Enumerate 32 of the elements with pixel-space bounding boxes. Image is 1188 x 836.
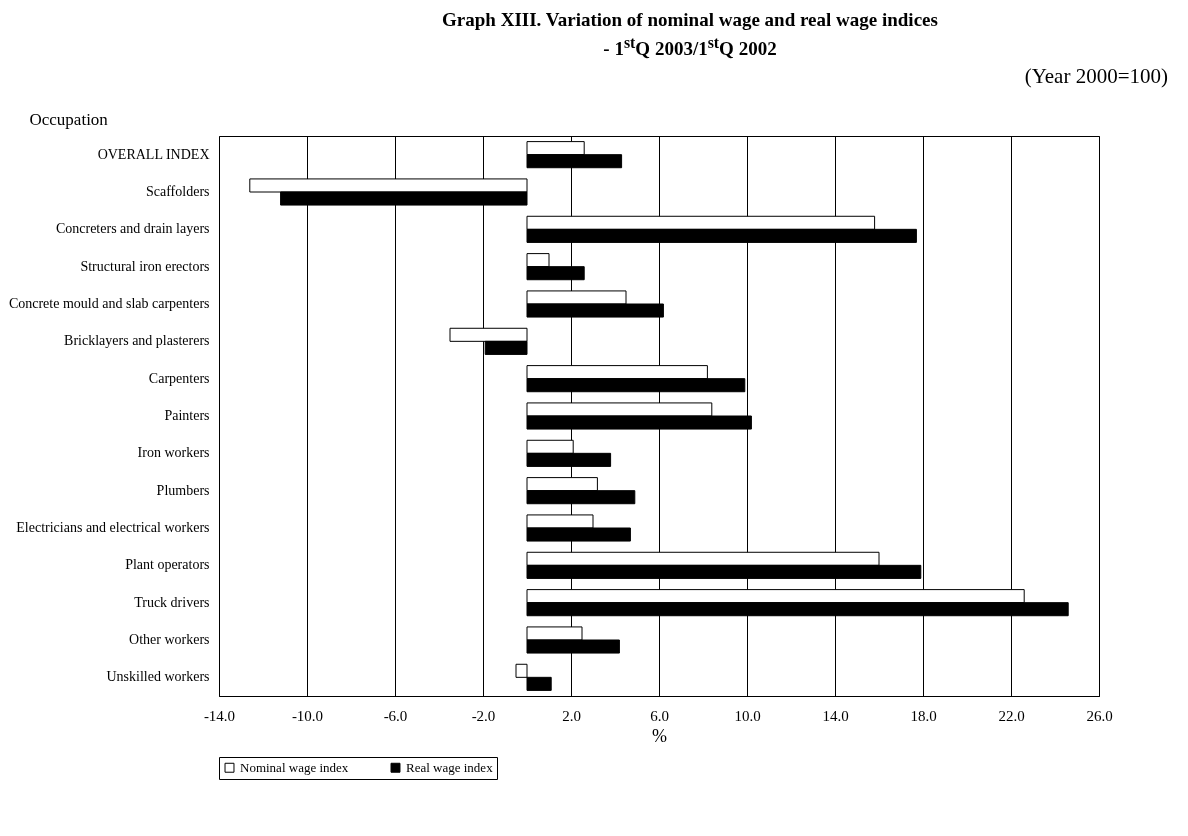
y-tick-label: Carpenters: [148, 370, 210, 386]
x-tick-label: 26.0: [1086, 707, 1113, 724]
y-tick-label: Electricians and electrical workers: [16, 520, 210, 535]
x-tick-label: 6.0: [650, 707, 669, 724]
y-tick-label: Concreters and drain layers: [55, 221, 210, 237]
x-tick-label: -10.0: [291, 707, 324, 724]
legend-label: Nominal wage index: [240, 759, 349, 775]
x-tick-label: 10.0: [734, 707, 761, 724]
y-tick-label: Iron workers: [137, 445, 210, 461]
y-tick-label: Plumbers: [156, 482, 210, 498]
x-tick-label: -6.0: [383, 707, 408, 724]
x-tick-label: -2.0: [471, 707, 496, 724]
y-tick-label: Truck drivers: [134, 594, 210, 610]
x-tick-label: 22.0: [998, 707, 1025, 724]
y-axis-title: Occupation: [29, 109, 109, 129]
x-axis-title: %: [652, 725, 667, 746]
y-tick-label: OVERALL INDEX: [97, 146, 210, 162]
chart-title: Graph XIII. Variation of nominal wage and real wage indices - 1$^{st}$Q 2003/1$^{st}$Q 2002: [441, 8, 939, 61]
x-tick-label: 2.0: [562, 707, 581, 724]
y-tick-label: Unskilled workers: [106, 669, 210, 685]
y-tick-label: Concrete mould and slab carpenters: [8, 296, 210, 311]
text: (Year 2000=100): [1024, 64, 1168, 89]
y-tick-label: Painters: [164, 408, 210, 423]
y-tick-label: Scaffolders: [146, 184, 210, 199]
x-tick-label: 18.0: [910, 707, 937, 724]
y-tick-label: Plant operators: [125, 557, 210, 573]
x-tick-label: -14.0: [203, 707, 236, 724]
y-tick-label: Bricklayers and plasterers: [64, 333, 210, 349]
y-tick-label: Other workers: [129, 632, 210, 647]
y-tick-label: Structural iron erectors: [80, 258, 210, 274]
legend-label: Real wage index: [406, 759, 494, 775]
x-tick-label: 14.0: [822, 707, 849, 724]
